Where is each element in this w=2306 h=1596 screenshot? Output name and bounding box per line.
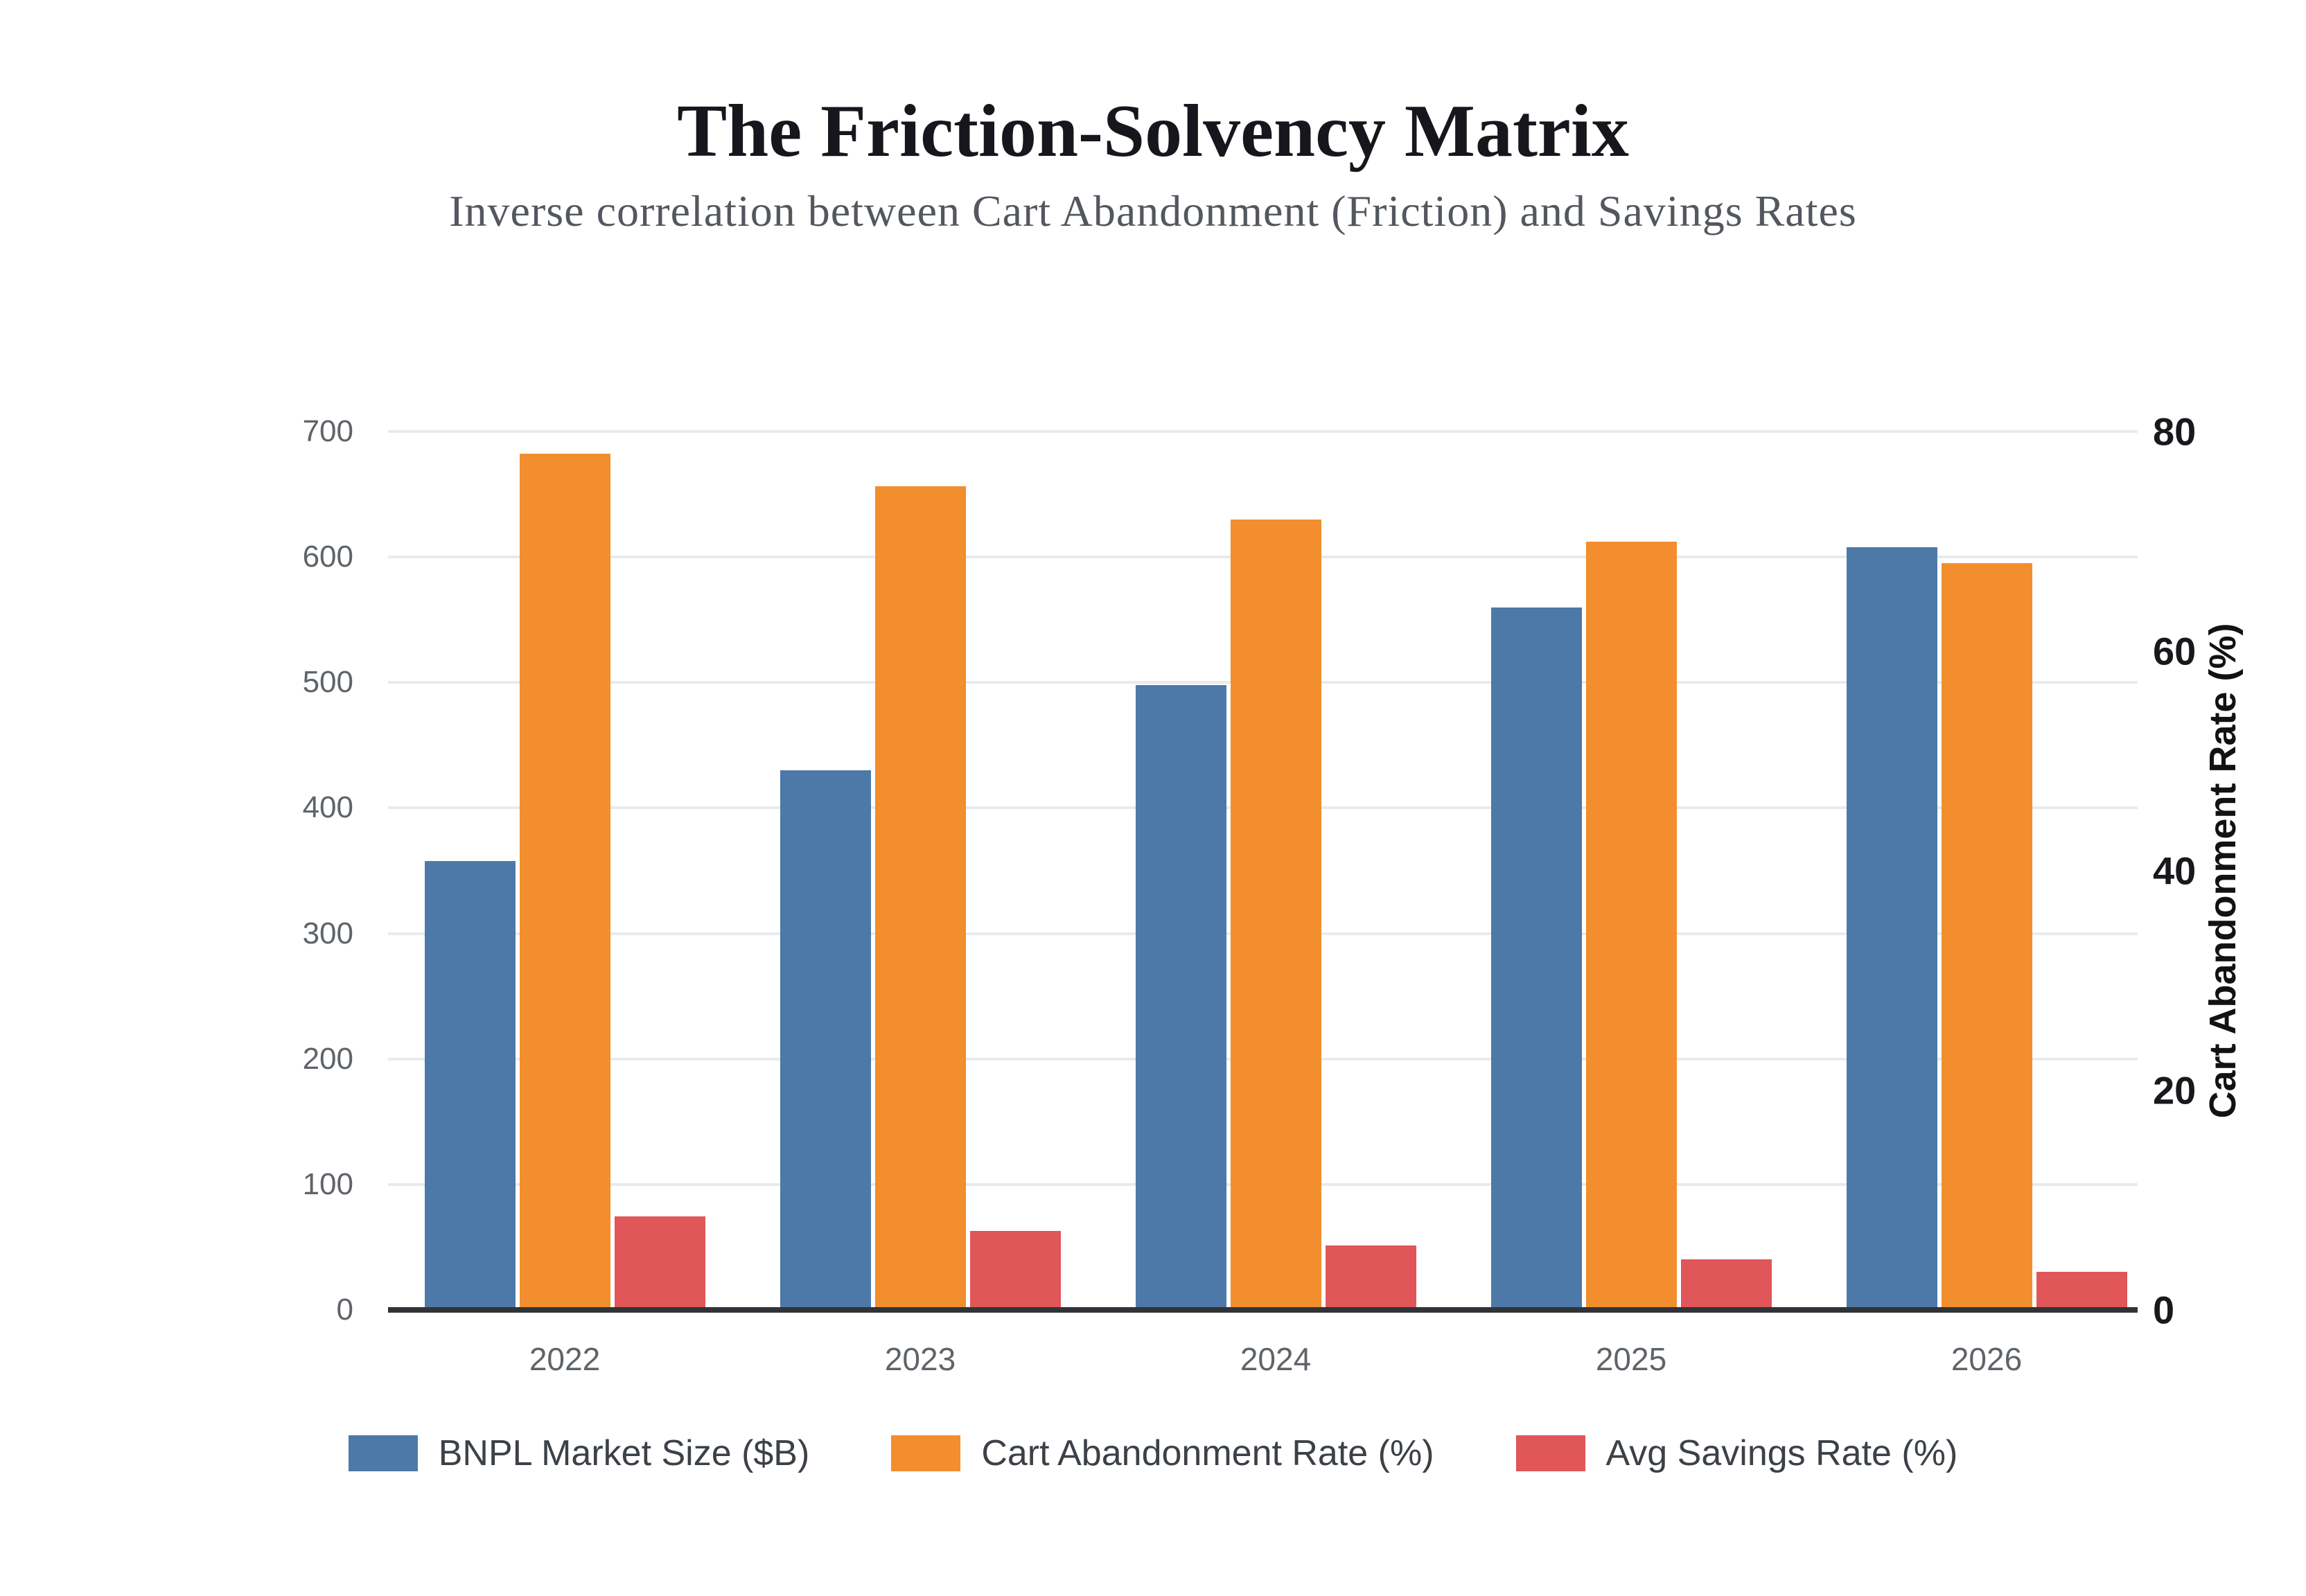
right-axis-tick-60: 60 [2153,629,2197,673]
legend-label: Avg Savings Rate (%) [1605,1433,1958,1473]
legend-label: BNPL Market Size ($B) [438,1433,810,1473]
left-axis-tick-200: 200 [302,1041,353,1076]
bar-bnpl-market-size-b-2024[interactable] [1135,684,1226,1310]
bar-avg-savings-rate-2022[interactable] [614,1216,705,1310]
bar-bnpl-market-size-b-2023[interactable] [780,770,871,1310]
legend-swatch [348,1435,418,1471]
bar-cart-abandonment-rate-2024[interactable] [1230,519,1321,1310]
x-axis-label-2022: 2022 [529,1341,601,1377]
legend-swatch [891,1435,961,1471]
chart-subtitle: Inverse correlation between Cart Abandon… [449,186,1857,236]
x-axis-label-2025: 2025 [1595,1341,1667,1377]
left-axis-tick-600: 600 [302,540,353,574]
bar-cart-abandonment-rate-2023[interactable] [874,486,966,1310]
right-axis-tick-40: 40 [2153,849,2197,893]
legend-item-avg-savings-rate[interactable]: Avg Savings Rate (%) [1515,1433,1958,1474]
legend-swatch [1515,1435,1585,1471]
left-axis-tick-400: 400 [302,790,353,825]
bar-cart-abandonment-rate-2022[interactable] [519,453,610,1310]
plot-area: 0 100 200 300 400 500 600 700 0 20 40 60 80 2022 2023 2… [303,410,2197,1378]
x-axis-label-2026: 2026 [1951,1341,2023,1377]
right-axis-tick-0: 0 [2153,1288,2175,1332]
right-axis-tick-20: 20 [2153,1068,2197,1112]
left-axis-tick-0: 0 [336,1293,353,1327]
bar-avg-savings-rate-2024[interactable] [1325,1245,1416,1310]
right-axis-tick-80: 80 [2153,409,2197,454]
x-axis-label-2023: 2023 [884,1341,956,1377]
x-axis-label-2024: 2024 [1240,1341,1312,1377]
legend-label: Cart Abandonment Rate (%) [981,1433,1434,1473]
bar-bnpl-market-size-b-2025[interactable] [1490,607,1582,1310]
left-axis-tick-100: 100 [302,1167,353,1201]
bar-bnpl-market-size-b-2026[interactable] [1846,547,1937,1310]
chart-title: The Friction-Solvency Matrix [677,90,1629,172]
bar-avg-savings-rate-2026[interactable] [2036,1271,2127,1310]
bar-avg-savings-rate-2023[interactable] [969,1230,1061,1310]
left-axis-tick-700: 700 [302,414,353,448]
legend-item-cart-abandonment-rate[interactable]: Cart Abandonment Rate (%) [891,1433,1434,1474]
left-axis-tick-500: 500 [302,665,353,700]
legend-item-bnpl-market-size-b[interactable]: BNPL Market Size ($B) [348,1433,810,1474]
legend: BNPL Market Size ($B) Cart Abandonment Ra… [0,1433,2306,1474]
bar-cart-abandonment-rate-2026[interactable] [1941,563,2032,1310]
x-axis-line [388,1307,2138,1313]
bar-avg-savings-rate-2025[interactable] [1680,1259,1772,1310]
gridline-700 [388,430,2138,433]
left-axis-tick-300: 300 [302,916,353,950]
bar-bnpl-market-size-b-2022[interactable] [424,860,516,1310]
bar-cart-abandonment-rate-2025[interactable] [1585,541,1677,1310]
